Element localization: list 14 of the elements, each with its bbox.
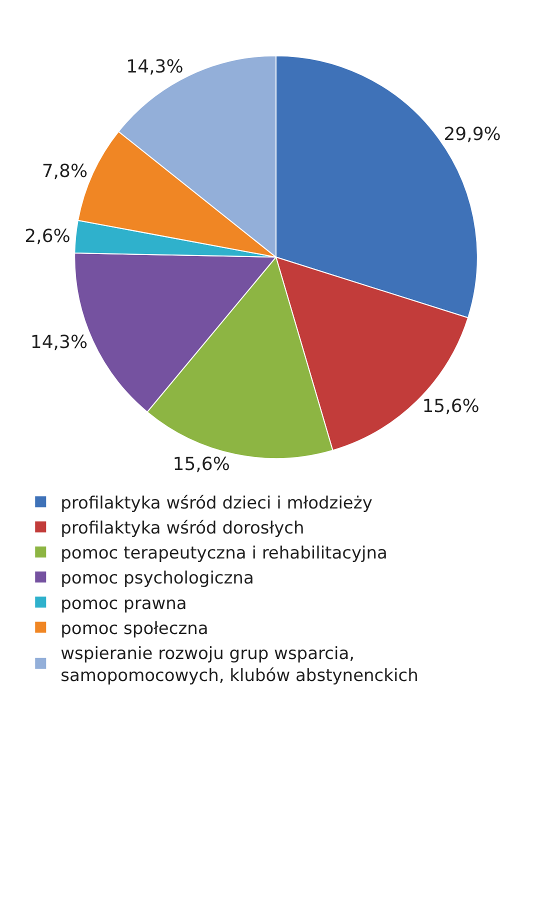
data-label: 14,3% (30, 332, 88, 354)
legend-label: profilaktyka wśród dzieci i młodzieży (60, 493, 372, 514)
legend-label: wspieranie rozwoju grup wsparcia, samopomocowych, klubów abstynenckich (60, 644, 418, 686)
legend-label: profilaktyka wśród dorosłych (60, 518, 304, 538)
legend-label: pomoc psychologiczna (60, 568, 254, 589)
data-label: 15,6% (422, 396, 480, 417)
legend-label: pomoc prawna (60, 594, 187, 614)
data-label: 2,6% (24, 226, 70, 247)
legend-label: pomoc społeczna (60, 618, 208, 639)
data-label: 29,9% (444, 124, 501, 145)
data-label: 14,3% (126, 56, 184, 78)
legend-label: pomoc terapeutyczna i rehabilitacyjna (60, 544, 388, 564)
data-label: 7,8% (42, 161, 88, 182)
data-label: 15,6% (172, 454, 230, 475)
